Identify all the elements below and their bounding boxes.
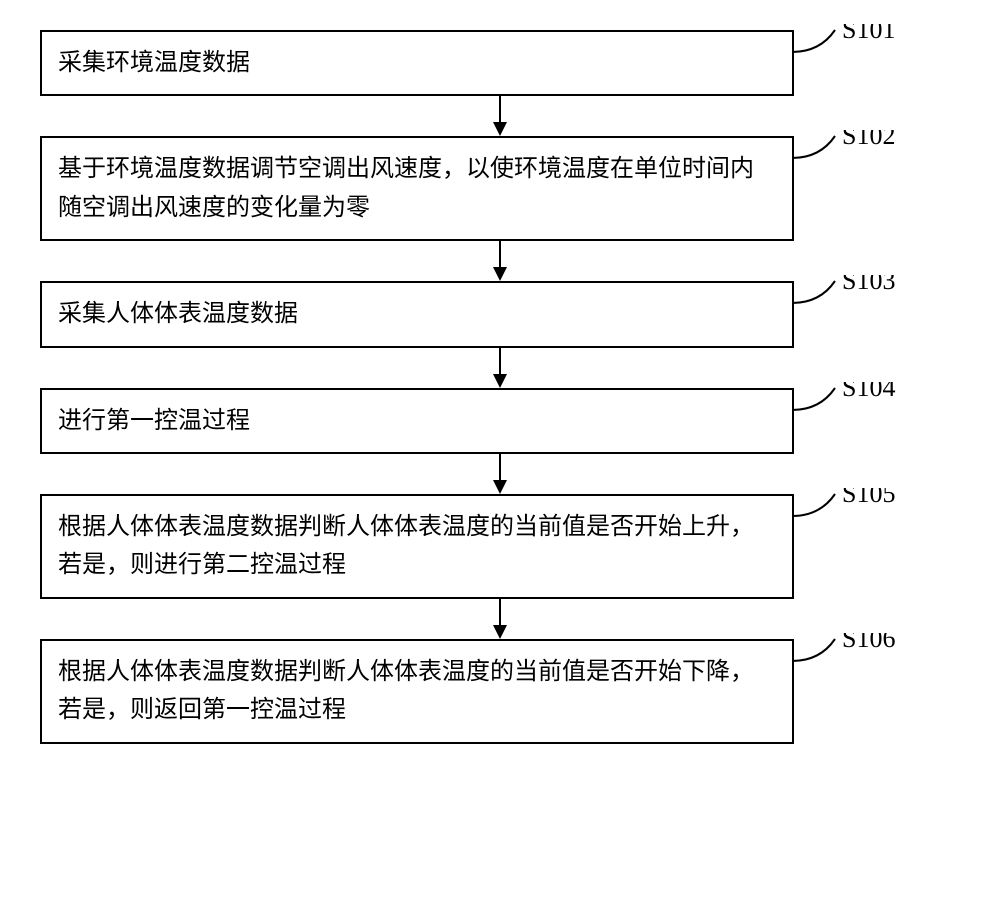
step-text: 采集人体体表温度数据 (58, 295, 298, 333)
step-label: S104 (842, 382, 895, 402)
step-row: 基于环境温度数据调节空调出风速度，以使环境温度在单位时间内随空调出风速度的变化量… (40, 136, 960, 241)
step-box-s101: 采集环境温度数据 (40, 30, 794, 96)
step-text: 采集环境温度数据 (58, 44, 250, 82)
step-text: 根据人体体表温度数据判断人体体表温度的当前值是否开始上升，若是，则进行第二控温过… (58, 508, 776, 585)
connector-curve-icon: S101 (790, 24, 950, 74)
step-label: S103 (842, 275, 895, 295)
connector-curve-icon: S106 (790, 633, 950, 683)
arrow-down-icon (485, 454, 515, 494)
arrow-wrap (123, 241, 877, 281)
step-label: S102 (842, 130, 895, 150)
connector-curve-icon: S104 (790, 382, 950, 432)
flowchart-container: 采集环境温度数据 S101 基于环境温度数据调节空调出风速度，以使环境温度在单位… (40, 30, 960, 744)
step-box-s104: 进行第一控温过程 (40, 388, 794, 454)
step-label: S101 (842, 24, 895, 44)
step-row: 进行第一控温过程 S104 (40, 388, 960, 454)
arrow-wrap (123, 599, 877, 639)
step-label: S106 (842, 633, 895, 653)
step-box-s106: 根据人体体表温度数据判断人体体表温度的当前值是否开始下降，若是，则返回第一控温过… (40, 639, 794, 744)
arrow-wrap (123, 96, 877, 136)
connector-curve-icon: S103 (790, 275, 950, 325)
step-text: 根据人体体表温度数据判断人体体表温度的当前值是否开始下降，若是，则返回第一控温过… (58, 653, 776, 730)
step-row: 采集环境温度数据 S101 (40, 30, 960, 96)
connector-curve-icon: S102 (790, 130, 950, 180)
arrow-wrap (123, 454, 877, 494)
arrow-down-icon (485, 241, 515, 281)
step-row: 根据人体体表温度数据判断人体体表温度的当前值是否开始上升，若是，则进行第二控温过… (40, 494, 960, 599)
arrow-down-icon (485, 96, 515, 136)
step-text: 进行第一控温过程 (58, 402, 250, 440)
step-box-s105: 根据人体体表温度数据判断人体体表温度的当前值是否开始上升，若是，则进行第二控温过… (40, 494, 794, 599)
step-row: 采集人体体表温度数据 S103 (40, 281, 960, 347)
step-box-s102: 基于环境温度数据调节空调出风速度，以使环境温度在单位时间内随空调出风速度的变化量… (40, 136, 794, 241)
step-box-s103: 采集人体体表温度数据 (40, 281, 794, 347)
connector-curve-icon: S105 (790, 488, 950, 538)
arrow-wrap (123, 348, 877, 388)
arrow-down-icon (485, 599, 515, 639)
step-row: 根据人体体表温度数据判断人体体表温度的当前值是否开始下降，若是，则返回第一控温过… (40, 639, 960, 744)
step-text: 基于环境温度数据调节空调出风速度，以使环境温度在单位时间内随空调出风速度的变化量… (58, 150, 776, 227)
arrow-down-icon (485, 348, 515, 388)
step-label: S105 (842, 488, 895, 508)
